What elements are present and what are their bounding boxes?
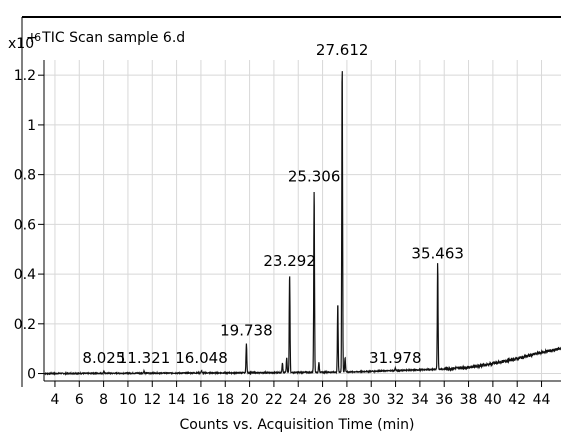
x-tick-label-32: 32 (387, 392, 405, 408)
series-tic (43, 71, 561, 376)
peak-label-31.978: 31.978 (369, 349, 422, 367)
chart-title: + TIC Scan sample 6.d (26, 30, 185, 46)
y-tick-label-1: 0.2 (14, 317, 36, 333)
x-tick-label-10: 10 (119, 392, 137, 408)
x-tick-label-20: 20 (241, 392, 259, 408)
y-scale-exponent: 6 (34, 31, 41, 44)
tic-trace (43, 71, 561, 376)
y-tick-label-6: 1.2 (14, 68, 36, 84)
peak-label-8.025: 8.025 (82, 349, 125, 367)
peak-label-27.612: 27.612 (316, 41, 369, 59)
x-tick-label-22: 22 (265, 392, 283, 408)
peak-label-16.048: 16.048 (175, 349, 228, 367)
x-tick-label-40: 40 (484, 392, 502, 408)
peak-label-35.463: 35.463 (411, 245, 464, 263)
y-tick-label-0: 0 (27, 367, 36, 383)
grid-lines (44, 60, 561, 381)
x-tick-label-38: 38 (460, 392, 478, 408)
y-tick-label-4: 0.8 (14, 168, 36, 184)
peak-label-19.738: 19.738 (220, 322, 273, 340)
y-tick-label-2: 0.4 (14, 267, 36, 283)
y-tick-label-5: 1 (27, 118, 36, 134)
peak-label-23.292: 23.292 (263, 252, 316, 270)
plot-frame (21, 16, 561, 387)
x-tick-label-26: 26 (314, 392, 332, 408)
x-tick-label-14: 14 (168, 392, 186, 408)
peak-label-25.306: 25.306 (288, 168, 341, 186)
x-tick-label-6: 6 (75, 392, 84, 408)
x-tick-label-44: 44 (533, 392, 551, 408)
y-scale-label: x106 (8, 31, 41, 52)
peak-label-11.321: 11.321 (118, 349, 171, 367)
x-tick-label-36: 36 (435, 392, 453, 408)
x-tick-label-4: 4 (50, 392, 59, 408)
x-tick-label-16: 16 (192, 392, 210, 408)
x-axis-title: Counts vs. Acquisition Time (min) (180, 417, 415, 432)
x-tick-label-34: 34 (411, 392, 429, 408)
x-tick-label-18: 18 (216, 392, 234, 408)
x-tick-label-42: 42 (508, 392, 526, 408)
x-tick-label-8: 8 (99, 392, 108, 408)
x-tick-label-28: 28 (338, 392, 356, 408)
x-axis: 4 6 8 10 12 14 16 18 20 22 24 26 28 30 32 34 36 38 40 42 44 (50, 381, 551, 408)
y-axis: 0 0.2 0.4 0.6 0.8 1 1.2 (14, 68, 44, 383)
y-tick-label-3: 0.6 (14, 217, 36, 233)
x-tick-label-30: 30 (362, 392, 380, 408)
x-tick-label-12: 12 (143, 392, 161, 408)
y-scale-base: x10 (8, 36, 34, 52)
x-tick-label-24: 24 (289, 392, 307, 408)
